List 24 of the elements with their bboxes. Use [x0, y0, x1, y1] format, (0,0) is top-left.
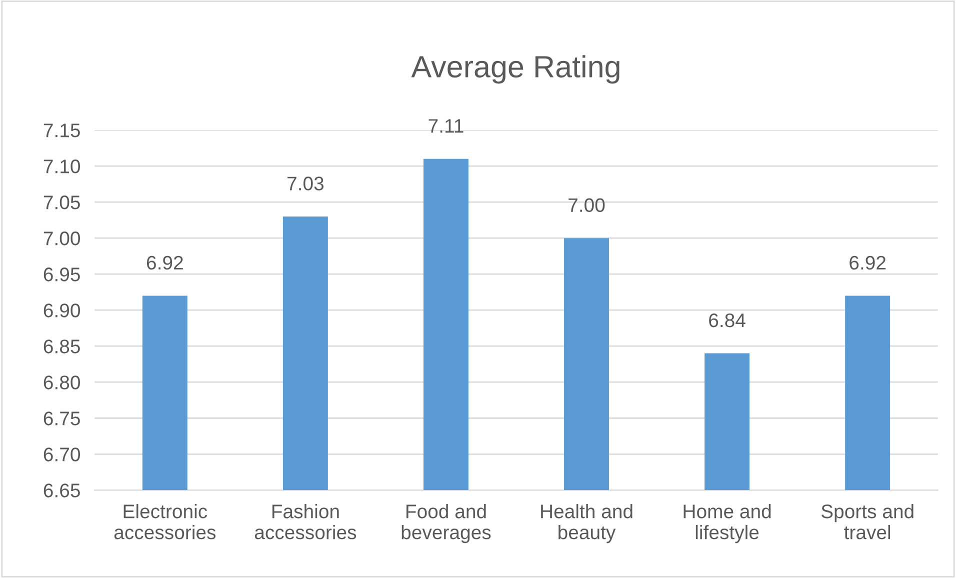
y-tick-label: 6.90: [44, 304, 80, 318]
y-tick-label: 6.85: [44, 340, 80, 354]
y-tick-label: 7.10: [44, 160, 80, 174]
x-tick-label: Health and beauty: [541, 504, 632, 544]
x-tick-label: Fashion accessories: [254, 504, 356, 540]
y-tick-label: 6.65: [44, 484, 80, 498]
y-tick-label: 6.80: [44, 376, 80, 390]
x-tick-label: Sports and travel: [821, 504, 914, 540]
y-tick-label: 6.70: [44, 448, 80, 462]
chart-title: Average Rating: [411, 55, 620, 84]
y-tick-label: 7.00: [44, 232, 80, 246]
y-tick-label: 6.95: [44, 268, 80, 282]
y-tick-label: 7.05: [44, 196, 80, 210]
x-tick-label: Home and lifestyle: [684, 504, 771, 544]
data-label: 7.00: [568, 198, 605, 212]
y-tick-label: 6.75: [44, 412, 80, 426]
x-tick-label: Food and beverages: [402, 504, 491, 544]
data-label: 6.92: [146, 256, 183, 270]
data-label: 7.11: [428, 119, 464, 133]
x-tick-label: Electronic accessories: [114, 504, 216, 540]
data-label: 6.84: [709, 313, 746, 328]
y-tick-label: 7.15: [44, 124, 80, 138]
data-label: 7.03: [288, 176, 324, 190]
data-label: 6.92: [850, 256, 886, 270]
